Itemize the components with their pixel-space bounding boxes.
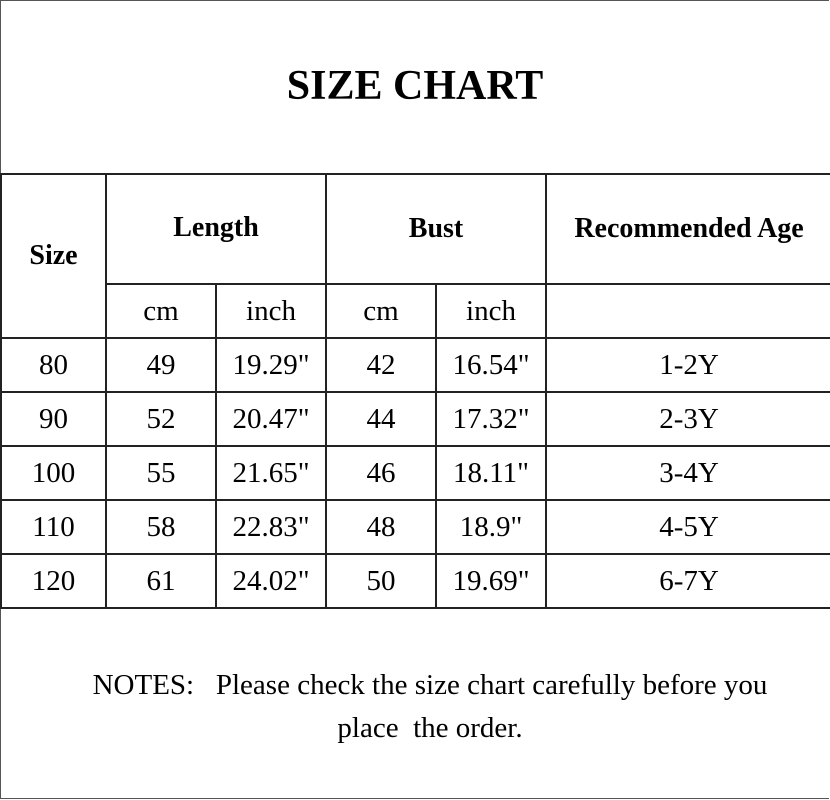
unit-length-inch: inch <box>214 283 328 339</box>
unit-length-cm: cm <box>105 283 217 339</box>
cell-age: 4-5Y <box>545 499 830 555</box>
cell-age: 1-2Y <box>545 337 830 393</box>
cell-bust-inch: 16.54" <box>435 337 548 393</box>
header-length: Length <box>104 173 328 285</box>
header-bust: Bust <box>325 173 548 285</box>
notes: NOTES: Please check the size chart caref… <box>30 664 830 750</box>
cell-length-inch: 20.47" <box>214 391 328 447</box>
cell-size: 90 <box>0 391 107 447</box>
cell-bust-cm: 46 <box>325 445 438 501</box>
cell-bust-inch: 17.32" <box>435 391 548 447</box>
cell-age: 2-3Y <box>545 391 830 447</box>
table-row: 110 58 22.83" 48 18.9" 4-5Y <box>0 499 830 555</box>
cell-bust-cm: 48 <box>325 499 438 555</box>
cell-length-cm: 58 <box>105 499 217 555</box>
unit-bust-cm: cm <box>325 283 438 339</box>
cell-length-inch: 21.65" <box>214 445 328 501</box>
cell-length-inch: 24.02" <box>214 553 328 609</box>
cell-bust-cm: 44 <box>325 391 438 447</box>
cell-length-cm: 52 <box>105 391 217 447</box>
cell-bust-cm: 42 <box>325 337 438 393</box>
cell-bust-inch: 19.69" <box>435 553 548 609</box>
table-row: 120 61 24.02" 50 19.69" 6-7Y <box>0 553 830 609</box>
cell-size: 120 <box>0 553 107 609</box>
cell-length-cm: 49 <box>105 337 217 393</box>
cell-length-inch: 22.83" <box>214 499 328 555</box>
units-row: cm inch cm inch <box>1 283 830 339</box>
cell-bust-inch: 18.9" <box>435 499 548 555</box>
cell-size: 110 <box>0 499 107 555</box>
header-size: Size <box>0 173 107 339</box>
header-row: Size Length Bust Recommended Age <box>0 173 830 339</box>
page-title: SIZE CHART <box>286 63 544 109</box>
unit-age-empty <box>545 283 830 339</box>
notes-line-2: place the order. <box>337 712 523 744</box>
cell-bust-inch: 18.11" <box>435 445 548 501</box>
notes-line-1: NOTES: Please check the size chart caref… <box>92 669 768 701</box>
table-row: 90 52 20.47" 44 17.32" 2-3Y <box>0 391 830 447</box>
unit-bust-inch: inch <box>435 283 548 339</box>
cell-age: 3-4Y <box>545 445 830 501</box>
table-row: 100 55 21.65" 46 18.11" 3-4Y <box>0 445 830 501</box>
cell-length-inch: 19.29" <box>214 337 328 393</box>
table-row: 80 49 19.29" 42 16.54" 1-2Y <box>0 337 830 393</box>
cell-length-cm: 55 <box>105 445 217 501</box>
cell-length-cm: 61 <box>105 553 217 609</box>
header-recommended-age: Recommended Age <box>545 173 830 285</box>
cell-bust-cm: 50 <box>325 553 438 609</box>
size-table: Size Length Bust Recommended Age cm inch… <box>0 173 830 609</box>
cell-size: 100 <box>0 445 107 501</box>
cell-size: 80 <box>0 337 107 393</box>
cell-age: 6-7Y <box>545 553 830 609</box>
